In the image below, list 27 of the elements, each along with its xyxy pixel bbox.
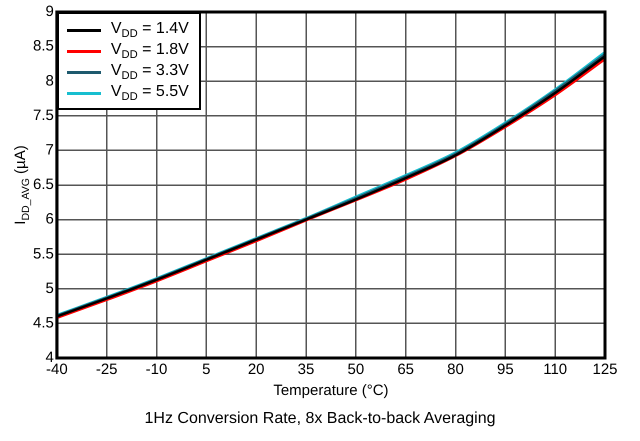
x-tick-label: 65	[397, 361, 414, 378]
x-tick-label: 20	[248, 361, 265, 378]
y-tick-label: 7.5	[32, 106, 54, 124]
legend-label: V$_{DD}$ = 1.8V	[110, 41, 189, 62]
text: 1Hz Conversion Rate, 8x Back-to-back Averaging	[144, 410, 496, 428]
x-tick-label: 35	[298, 361, 314, 378]
x-tick-label: 5	[202, 361, 211, 378]
y-tick-label: 7	[46, 142, 54, 159]
x-tick-label: -10	[146, 361, 168, 378]
y-tick-label: 8	[46, 72, 54, 90]
legend-label: V$_{DD}$ = 1.4V	[110, 20, 189, 41]
x-tick-label: 125	[592, 361, 618, 378]
y-tick-label: 5.5	[32, 245, 54, 262]
y-tick-label: 6	[46, 210, 54, 228]
x-tick-label: 80	[447, 361, 464, 378]
x-tick-label: -25	[96, 361, 118, 378]
legend-label: V$_{DD}$ = 3.3V	[110, 62, 189, 83]
x-axis-title: Temperature (°C)	[273, 382, 389, 400]
x-tick-label: 95	[496, 361, 514, 378]
legend-label: V$_{DD}$ = 5.5V	[110, 83, 189, 104]
y-tick-label: 9	[46, 3, 54, 20]
y-tick-label: 8.5	[32, 38, 54, 55]
y-tick-label: 5	[46, 280, 54, 297]
x-tick-label: 110	[543, 361, 568, 378]
x-tick-label: 50	[348, 361, 364, 378]
y-tick-label: 6.5	[32, 176, 54, 194]
y-tick-label: 4.5	[32, 314, 54, 332]
